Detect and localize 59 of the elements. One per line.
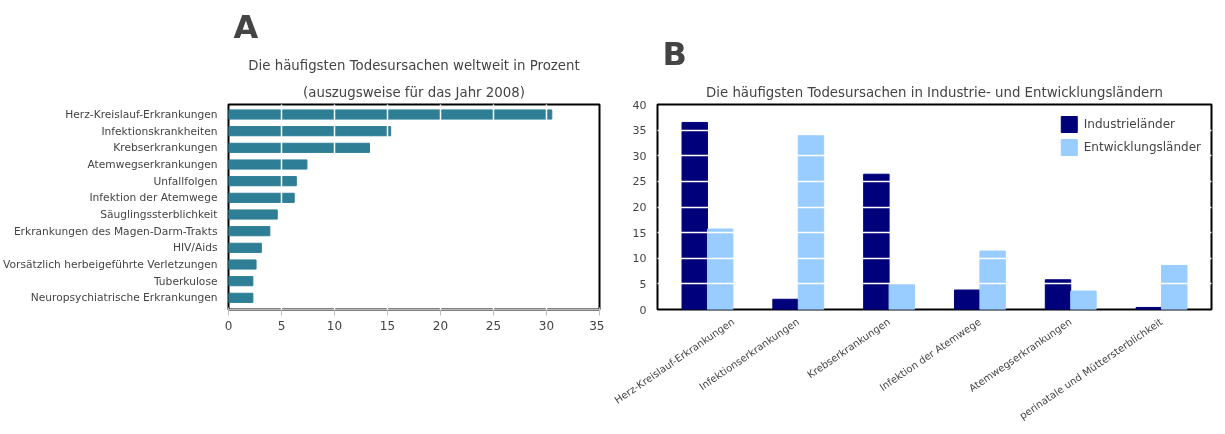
bar	[228, 276, 254, 287]
x-tick-label: 10	[326, 318, 343, 333]
x-tick-label: 35	[589, 318, 605, 333]
y-tick-label: Neuropsychiatrische Erkrankungen	[30, 291, 218, 305]
bar	[863, 173, 890, 310]
bar	[681, 121, 708, 310]
chart-title: Die häufigsten Todesursachen weltweit in Prozent	[248, 57, 580, 73]
x-tick-label: 15	[379, 318, 396, 333]
bar	[706, 228, 734, 310]
bar	[228, 259, 257, 270]
bar	[979, 250, 1006, 310]
text: A	[233, 7, 259, 46]
y-tick-label: Unfallfolgen	[153, 174, 218, 188]
x-tick-label: 25	[485, 318, 502, 333]
bar	[228, 109, 553, 120]
bar	[228, 292, 254, 303]
y-tick-label: 10	[632, 252, 647, 266]
bar	[1161, 264, 1188, 310]
y-tick-label: Krebserkrankungen	[113, 141, 218, 155]
y-tick-label: Infektionskrankheiten	[101, 124, 218, 138]
bar	[228, 242, 262, 253]
bar	[228, 192, 295, 203]
y-tick-label: 30	[632, 149, 647, 163]
bar	[1070, 290, 1097, 310]
y-tick-label: 25	[632, 175, 647, 189]
bar	[888, 283, 916, 310]
chart-title: Die häufigsten Todesursachen in Industrie- und Entwicklungsländern	[706, 84, 1163, 100]
x-tick-label: 0	[224, 318, 233, 333]
y-tick-label: Herz-Kreislauf-Erkrankungen	[65, 108, 218, 121]
y-tick-label: Infektion der Atemwege	[89, 191, 218, 205]
bar	[228, 176, 297, 187]
bar	[228, 226, 271, 237]
chart-subtitle: (auszugsweise für das Jahr 2008)	[303, 84, 525, 100]
y-tick-label: 35	[632, 124, 647, 138]
y-tick-label: 15	[632, 226, 647, 240]
y-tick-label: 40	[632, 98, 647, 112]
y-tick-label: Säuglingssterblichkeit	[100, 208, 218, 221]
x-tick-label: 5	[277, 318, 286, 333]
y-tick-label: HIV/Aids	[172, 241, 218, 255]
bar	[797, 135, 825, 310]
y-tick-label: Vorsätzlich herbeigeführte Verletzungen	[3, 258, 218, 271]
bar	[228, 126, 392, 137]
y-tick-label: Erkrankungen des Magen-Darm-Trakts	[13, 224, 218, 238]
x-tick-label: 20	[432, 318, 449, 333]
y-tick-label: 0	[639, 303, 647, 317]
text: B	[662, 34, 687, 73]
x-tick-label: 30	[538, 318, 555, 333]
y-tick-label: 5	[639, 277, 647, 291]
legend-label: Entwicklungsländer	[1083, 140, 1201, 154]
y-tick-label: Tuberkulose	[152, 274, 218, 288]
bar	[228, 142, 370, 153]
bar	[228, 159, 308, 170]
bar	[772, 298, 799, 310]
bar	[228, 209, 278, 220]
legend-label: Industrieländer	[1083, 117, 1175, 131]
y-tick-label: 20	[632, 201, 647, 214]
bar	[953, 289, 981, 310]
bar	[1044, 279, 1072, 310]
y-tick-label: Atemwegserkrankungen	[87, 158, 218, 171]
